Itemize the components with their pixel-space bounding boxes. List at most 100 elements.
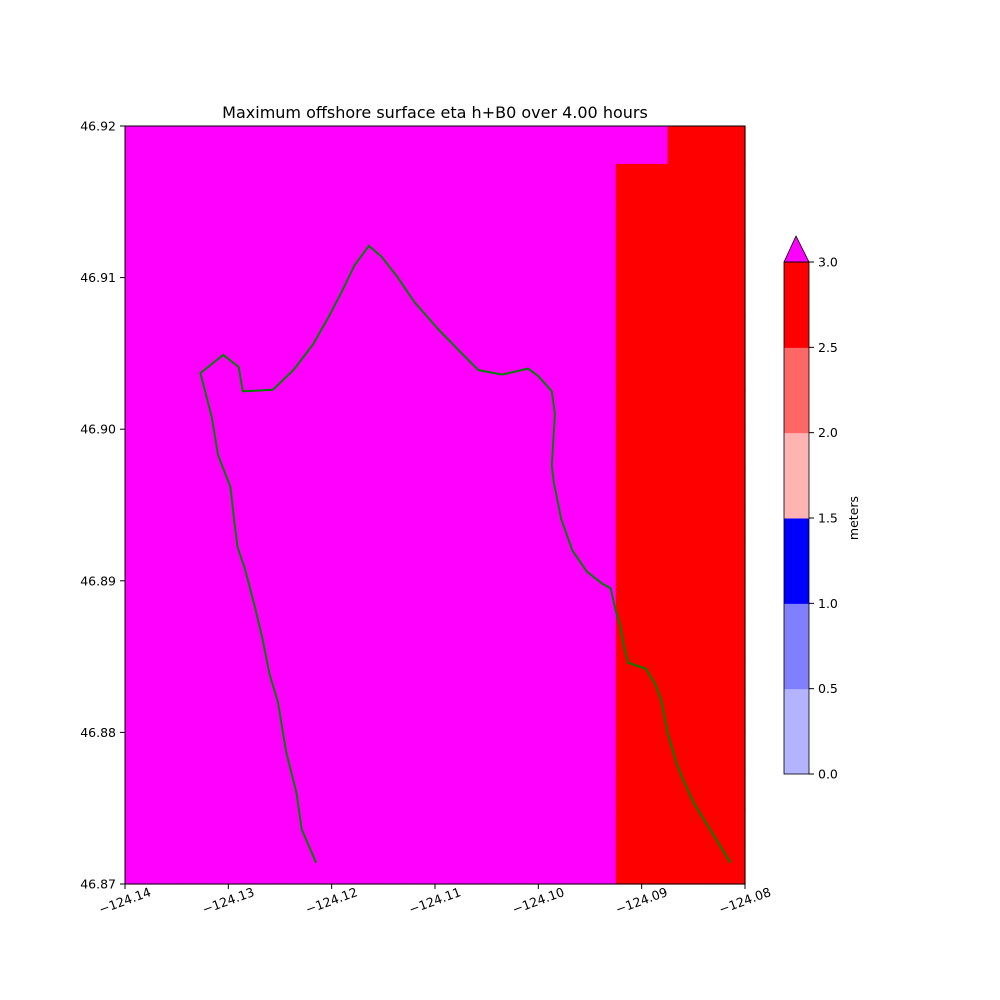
grid-cell: [538, 353, 565, 392]
grid-cell: [176, 315, 204, 354]
grid-cell: [512, 770, 539, 809]
grid-cell: [357, 618, 384, 658]
grid-cell: [590, 656, 617, 696]
grid-cell: [486, 467, 514, 506]
grid-cell: [590, 467, 617, 506]
grid-cell: [331, 505, 359, 544]
grid-cell: [641, 656, 669, 696]
grid-cell: [125, 467, 152, 506]
grid-cell: [383, 429, 410, 468]
grid-cell: [486, 239, 514, 279]
grid-cell: [254, 846, 281, 885]
grid-cell: [615, 770, 643, 809]
grid-cell: [176, 429, 204, 468]
grid-cell: [641, 732, 669, 771]
grid-cell: [280, 694, 307, 733]
grid-cell: [409, 239, 436, 279]
grid-cell: [460, 315, 488, 354]
grid-cell: [641, 467, 669, 506]
grid-cell: [150, 391, 178, 430]
colorbar-bands: [784, 262, 809, 775]
grid-cell: [280, 201, 307, 241]
grid-cell: [409, 846, 436, 885]
grid-cell: [150, 542, 178, 582]
grid-cell: [615, 391, 643, 430]
grid-cell: [641, 618, 669, 658]
y-tick-label: 46.89: [80, 573, 116, 588]
grid-cell: [538, 618, 565, 658]
grid-cell: [590, 580, 617, 620]
grid-cell: [254, 542, 281, 582]
grid-cell: [693, 846, 720, 885]
grid-cell: [641, 770, 669, 809]
grid-cell: [150, 656, 178, 696]
grid-cell: [254, 277, 281, 317]
grid-cell: [228, 429, 255, 468]
grid-cell: [125, 656, 152, 696]
grid-cell: [150, 808, 178, 847]
grid-cell: [435, 353, 462, 392]
map-panel: −124.14 −124.13 −124.12 −124.11 −124.10 −124.…: [80, 119, 773, 917]
coastline: [199, 244, 732, 864]
grid-cell: [538, 808, 565, 847]
grid-cell: [150, 618, 178, 658]
grid-cell: [693, 618, 720, 658]
grid-cell: [357, 580, 384, 620]
grid-cell: [176, 239, 204, 279]
grid-cell: [641, 163, 669, 203]
grid-cell: [383, 353, 410, 392]
grid-cell: [125, 505, 152, 544]
grid-cell: [564, 770, 591, 809]
grid-cell: [228, 732, 255, 771]
grid-cell: [615, 580, 643, 620]
grid-cell: [460, 846, 488, 885]
grid-cell: [486, 732, 514, 771]
grid-cell: [383, 808, 410, 847]
grid-cell: [150, 201, 178, 241]
grid-cell: [564, 542, 591, 582]
grid-cell: [280, 618, 307, 658]
grid-cell: [512, 163, 539, 203]
grid-cell: [564, 277, 591, 317]
colorbar-tick-label: 1.5: [818, 511, 838, 526]
grid-cell: [125, 808, 152, 847]
grid-cell: [538, 315, 565, 354]
grid-cell: [305, 656, 333, 696]
colorbar-tick-label: 2.0: [818, 425, 838, 440]
grid-cell: [460, 239, 488, 279]
grid-cell: [564, 656, 591, 696]
grid-cell: [667, 391, 694, 430]
grid-cell: [305, 505, 333, 544]
grid-cell: [331, 542, 359, 582]
grid-cell: [667, 808, 694, 847]
grid-cell: [125, 580, 152, 620]
grid-cell: [615, 163, 643, 203]
grid-cell: [357, 239, 384, 279]
grid-cell: [615, 315, 643, 354]
grid-cell: [409, 808, 436, 847]
grid-cell: [280, 163, 307, 203]
grid-cell: [150, 770, 178, 809]
grid-cell: [176, 808, 204, 847]
grid-cell: [590, 391, 617, 430]
grid-cell: [331, 618, 359, 658]
grid-cell: [383, 239, 410, 279]
grid-cell: [409, 201, 436, 241]
grid-cell: [719, 694, 746, 733]
grid-cell: [590, 315, 617, 354]
grid-cell: [486, 770, 514, 809]
grid-cell: [512, 580, 539, 620]
grid-cell: [667, 239, 694, 279]
colorbar-tick-label: 1.0: [818, 596, 838, 611]
grid-cell: [228, 770, 255, 809]
grid-cell: [667, 201, 694, 241]
grid-cell: [590, 353, 617, 392]
grid-cell: [641, 315, 669, 354]
grid-cell: [693, 694, 720, 733]
grid-cell: [538, 694, 565, 733]
grid-cell: [667, 770, 694, 809]
grid-cell: [538, 467, 565, 506]
grid-cell: [202, 846, 229, 885]
grid-cell: [228, 808, 255, 847]
grid-cell: [280, 580, 307, 620]
